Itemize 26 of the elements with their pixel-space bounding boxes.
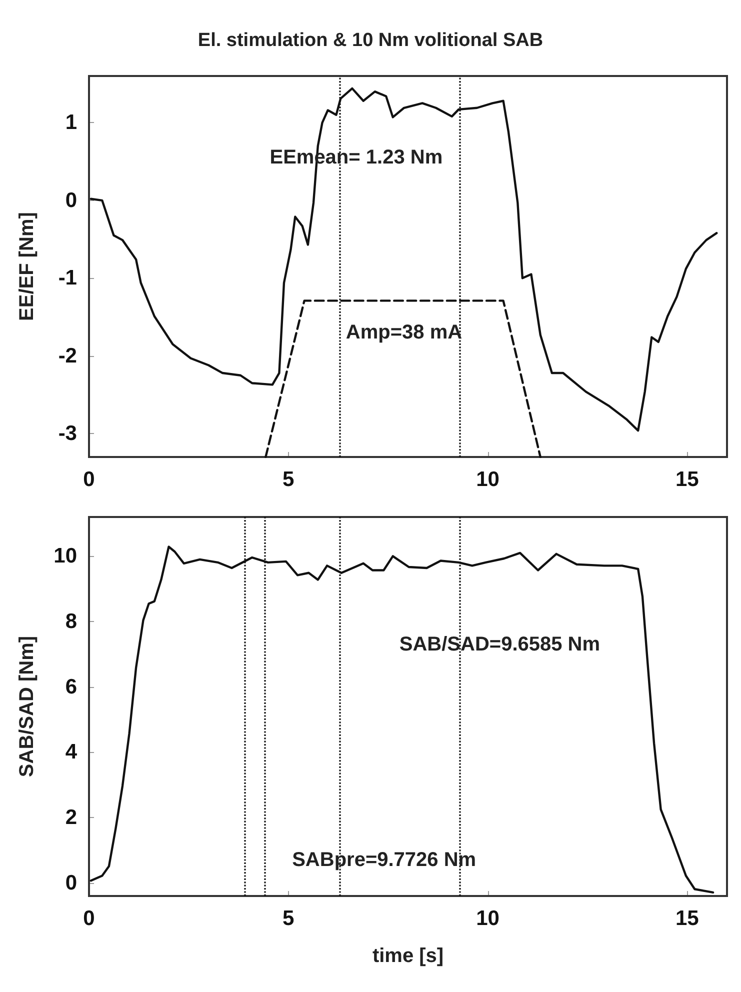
y-tick-label: 0 xyxy=(65,871,77,894)
chart-title: El. stimulation & 10 Nm volitional SAB xyxy=(198,30,544,51)
y-tick-label: -3 xyxy=(58,422,77,446)
y-tick-label: 4 xyxy=(65,740,78,764)
x-tick-label: 0 xyxy=(83,468,95,491)
annotation: SABpre=9.7726 Nm xyxy=(292,849,476,872)
x-tick-label: 10 xyxy=(476,907,500,930)
y-tick-label: 8 xyxy=(65,610,78,634)
y-tick-label: 6 xyxy=(65,675,77,698)
annotation: Amp=38 mA xyxy=(346,322,462,344)
x-tick-label: 5 xyxy=(282,468,295,491)
y-axis-title: EE/EF [Nm] xyxy=(16,212,38,321)
x-tick-label: 0 xyxy=(83,907,95,930)
y-tick-label: 10 xyxy=(54,544,77,568)
y-tick-label: -1 xyxy=(58,266,78,290)
y-axis-title: SAB/SAD [Nm] xyxy=(16,636,38,778)
x-tick-label: 15 xyxy=(675,468,700,491)
y-tick-label: 1 xyxy=(65,111,78,134)
annotation: SAB/SAD=9.6585 Nm xyxy=(399,633,600,656)
x-axis-title: time [s] xyxy=(372,945,444,967)
x-tick-label: 10 xyxy=(476,468,500,491)
y-tick-label: 2 xyxy=(65,806,77,830)
x-tick-label: 15 xyxy=(675,907,700,930)
y-tick-label: -2 xyxy=(58,344,77,368)
y-tick-label: 0 xyxy=(65,188,77,212)
x-tick-label: 5 xyxy=(282,907,295,930)
